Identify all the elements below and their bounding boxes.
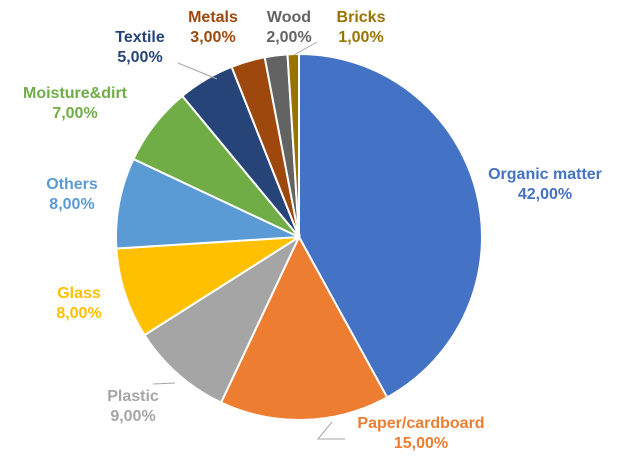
slice-value-label: 3,00% (190, 29, 236, 46)
slice-name-label: Glass (57, 285, 101, 302)
slice-value-label: 7,00% (52, 105, 98, 122)
slice-value-label: 9,00% (110, 408, 156, 425)
pie-slice-bricks (286, 52, 300, 238)
slice-name-label: Wood (266, 9, 312, 26)
pie-slice-plastic (143, 234, 302, 404)
data-label-others: Others 8,00% (46, 175, 98, 215)
slice-value-label: 42,00% (517, 186, 573, 203)
pie-slice-others (115, 157, 300, 250)
slice-value-label: 2,00% (266, 29, 312, 46)
pie-slice-glass (115, 236, 300, 337)
data-label-glass: Glass 8,00% (56, 284, 101, 324)
data-label-plastic: Plastic 9,00% (107, 387, 159, 427)
slice-value-label: 8,00% (49, 196, 95, 213)
leader-line-paper-cardboard (316, 421, 345, 440)
leader-line-textile (177, 62, 218, 80)
slice-value-label: 15,00% (393, 435, 449, 452)
slice-value-label: 8,00% (56, 305, 102, 322)
slice-name-label: Moisture&dirt (23, 85, 127, 102)
slice-name-label: Metals (188, 9, 238, 26)
data-label-textile: Textile 5,00% (115, 28, 165, 68)
slice-name-label: Others (46, 176, 98, 193)
slice-name-label: Paper/cardboard (357, 415, 485, 432)
leader-line-bricks (293, 41, 318, 56)
data-label-wood: Wood 2,00% (266, 8, 311, 48)
slice-name-label: Organic matter (488, 166, 602, 183)
slice-name-label: Plastic (107, 388, 159, 405)
slice-value-label: 1,00% (338, 29, 384, 46)
pie-slice-paper-cardboard (219, 234, 389, 421)
slice-name-label: Bricks (336, 9, 386, 26)
data-label-organic-matter: Organic matter 42,00% (488, 165, 602, 205)
slice-value-label: 5,00% (117, 49, 163, 66)
data-label-paper-cardboard: Paper/cardboard 15,00% (357, 414, 484, 454)
data-label-moisture-dirt: Moisture&dirt 7,00% (23, 84, 127, 124)
data-label-metals: Metals 3,00% (188, 8, 238, 48)
pie-slice-organic-matter (298, 52, 483, 399)
data-label-bricks: Bricks 1,00% (337, 8, 386, 48)
leader-line-plastic (152, 382, 176, 385)
slice-name-label: Textile (115, 29, 165, 46)
